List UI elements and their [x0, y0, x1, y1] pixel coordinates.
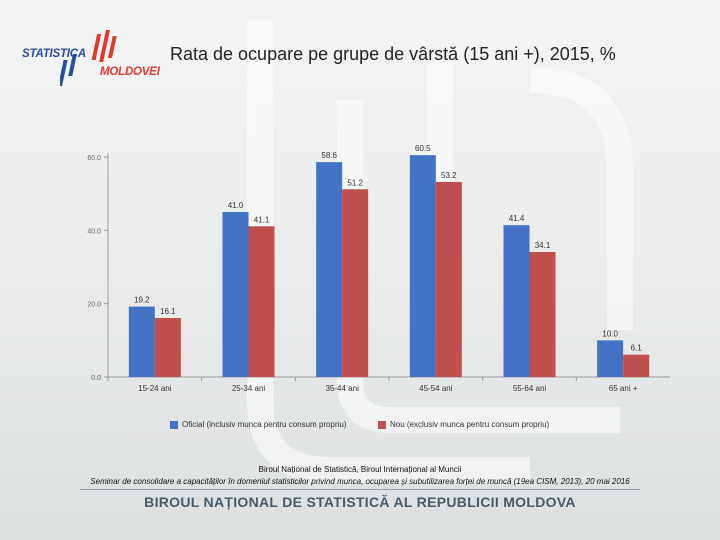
- legend-item-series1: Oficial (inclusiv munca pentru consum pr…: [170, 420, 347, 429]
- x-tick-label: 15-24 ani: [138, 384, 172, 393]
- bar-series1-1: [128, 306, 155, 377]
- data-label-series1-3: 58.6: [321, 151, 337, 160]
- data-label-series1-6: 10.0: [602, 329, 618, 338]
- y-tick-label: 60.0: [87, 155, 101, 162]
- data-label-series1-5: 41.4: [509, 214, 525, 223]
- data-label-series1-2: 41.0: [228, 201, 244, 210]
- data-label-series2-5: 34.1: [535, 241, 551, 250]
- x-tick-label: 25-34 ani: [232, 384, 266, 393]
- footer-institution: BIROUL NAȚIONAL DE STATISTICĂ AL REPUBLI…: [144, 494, 576, 510]
- legend-item-series2: Nou (exclusiv munca pentru consum propri…: [378, 420, 549, 429]
- bar-chart: 0.0 20.0 40.0 60.0 19.2 16.1 15-24 ani 41.0 41.1…: [87, 145, 670, 393]
- bar-series1-4: [409, 155, 436, 377]
- logo-bars-icon: [60, 30, 117, 86]
- bar-series2-2: [248, 226, 275, 377]
- bar-series1-2: [222, 212, 249, 377]
- legend-swatch-series2: [378, 420, 386, 429]
- bar-series2-3: [342, 189, 369, 377]
- y-tick-label: 20.0: [87, 302, 101, 309]
- legend-label-series2: Nou (exclusiv munca pentru consum propri…: [390, 420, 550, 429]
- logo-text-moldovei: MOLDOVEI: [100, 66, 160, 78]
- footer-source: Biroul Național de Statistică, Biroul In…: [258, 465, 462, 474]
- x-tick-label: 35-44 ani: [325, 384, 359, 393]
- bar-series2-4: [435, 181, 462, 377]
- footer-divider: [80, 489, 640, 490]
- data-label-series1-4: 60.5: [415, 145, 431, 153]
- statistica-moldovei-logo: STATISTICA MOLDOVEI: [14, 28, 164, 90]
- data-label-series2-2: 41.1: [254, 215, 270, 224]
- bar-series2-6: [623, 354, 650, 377]
- bar-series2-1: [154, 317, 181, 377]
- data-label-series2-6: 6.1: [631, 344, 643, 353]
- legend-swatch-series1: [170, 420, 178, 429]
- x-tick-label: 55-64 ani: [513, 384, 547, 393]
- data-label-series2-4: 53.2: [441, 171, 457, 180]
- x-tick-label: 45-54 ani: [419, 384, 453, 393]
- chart-title: Rata de ocupare pe grupe de vârstă (15 a…: [170, 44, 616, 64]
- data-label-series1-1: 19.2: [134, 296, 150, 305]
- x-tick-label: 65 ani +: [609, 384, 638, 393]
- logo-text-statistica: STATISTICA: [22, 48, 87, 60]
- y-tick-label: 0.0: [91, 375, 101, 382]
- footer-seminar: Seminar de consolidare a capacităților î…: [90, 477, 630, 486]
- bar-series2-5: [529, 251, 556, 377]
- data-label-series2-3: 51.2: [347, 178, 363, 187]
- chart-legend: Oficial (inclusiv munca pentru consum pr…: [170, 420, 570, 434]
- bar-series1-5: [503, 225, 530, 377]
- legend-label-series1: Oficial (inclusiv munca pentru consum pr…: [182, 420, 347, 429]
- data-label-series2-1: 16.1: [160, 307, 176, 316]
- bar-series1-3: [316, 162, 343, 377]
- y-tick-label: 40.0: [87, 228, 101, 235]
- bar-series1-6: [597, 340, 624, 377]
